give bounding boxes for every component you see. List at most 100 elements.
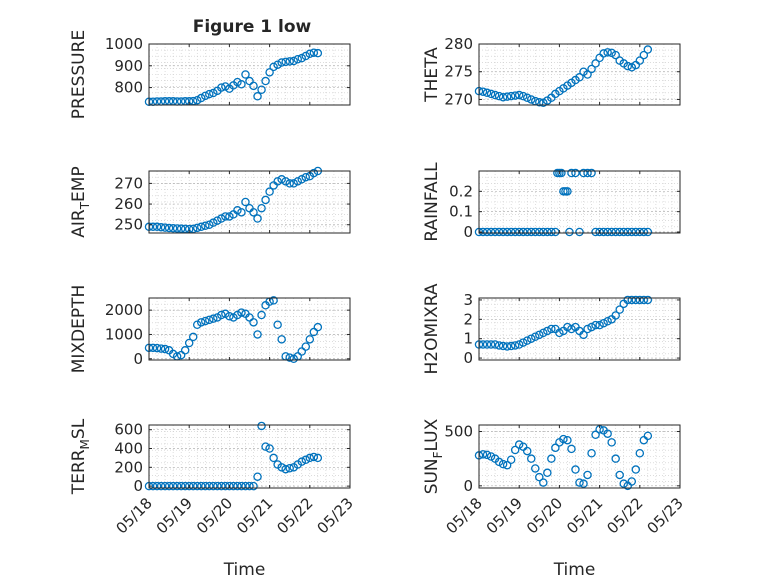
data-point <box>237 208 246 217</box>
data-point <box>237 308 246 317</box>
series-rainfall <box>474 168 653 237</box>
subplot-pressure: 800 900 1000 PRESSURE <box>69 30 351 119</box>
figure-title: Figure 1 low <box>193 17 312 37</box>
data-point <box>518 338 528 347</box>
data-point <box>583 470 592 480</box>
y-tick-label: 0 <box>133 350 143 368</box>
y-tick-label: 3 <box>463 291 473 309</box>
data-point <box>309 48 319 57</box>
data-point <box>635 448 645 458</box>
data-point <box>213 216 222 225</box>
data-point <box>309 452 319 462</box>
y-tick-label: 1000 <box>105 325 143 343</box>
y-tick-label: 800 <box>114 79 143 97</box>
data-point <box>518 91 528 101</box>
data-point <box>482 340 492 349</box>
data-point <box>160 481 170 491</box>
data-point <box>623 61 632 71</box>
series-h2omixra <box>474 295 653 351</box>
data-point <box>514 90 524 100</box>
data-point <box>305 453 315 463</box>
data-point <box>603 48 612 57</box>
data-point <box>527 95 536 104</box>
data-point <box>527 454 536 463</box>
data-point <box>313 48 323 58</box>
data-point <box>192 95 202 105</box>
data-point <box>265 68 274 77</box>
data-point <box>197 222 206 232</box>
data-point <box>591 430 600 440</box>
y-tick-label: 1000 <box>105 35 143 53</box>
data-point <box>265 444 274 453</box>
y-tick-label: 270 <box>444 90 473 108</box>
axes-box <box>148 297 351 361</box>
data-point <box>591 59 600 68</box>
series-pressure <box>144 48 323 106</box>
data-point <box>213 481 222 491</box>
data-point <box>535 472 544 482</box>
series-terr-msl <box>144 421 323 491</box>
data-point <box>587 168 596 178</box>
data-point <box>531 464 540 473</box>
data-point <box>253 330 262 339</box>
data-point <box>575 73 584 82</box>
data-point <box>615 305 624 314</box>
data-point <box>607 227 616 237</box>
data-point <box>269 453 278 463</box>
data-point <box>486 227 496 237</box>
data-point <box>619 227 628 237</box>
data-point <box>293 55 302 64</box>
data-point <box>245 481 254 491</box>
data-point <box>607 438 616 447</box>
data-point <box>514 440 524 449</box>
data-point <box>180 346 190 355</box>
data-point <box>535 330 544 340</box>
data-point <box>579 168 588 178</box>
data-point <box>217 310 226 320</box>
data-point <box>265 187 274 196</box>
data-point <box>273 177 282 186</box>
data-point <box>571 168 580 178</box>
data-point <box>607 48 616 58</box>
data-point <box>543 326 552 336</box>
axes-box <box>478 43 681 106</box>
data-point <box>205 220 214 229</box>
data-point <box>313 322 323 332</box>
y-axis-label: SUNFLUX <box>422 418 445 494</box>
data-point <box>297 457 307 466</box>
data-point <box>257 203 266 213</box>
data-point <box>502 92 512 101</box>
data-point <box>494 91 504 101</box>
data-point <box>225 212 234 221</box>
data-point <box>531 227 540 237</box>
data-point <box>643 431 653 441</box>
data-point <box>305 335 315 344</box>
data-point <box>599 318 608 328</box>
data-point <box>285 179 294 188</box>
data-point <box>257 85 266 95</box>
data-point <box>253 472 262 481</box>
data-point <box>205 89 214 99</box>
data-point <box>217 83 226 92</box>
data-point <box>603 227 612 237</box>
data-point <box>615 470 624 480</box>
data-point <box>547 324 556 334</box>
data-point <box>494 341 504 350</box>
data-point <box>253 214 262 223</box>
y-tick-label: 270 <box>114 174 143 192</box>
data-point <box>603 429 612 438</box>
data-point <box>506 341 516 351</box>
data-point <box>160 223 170 232</box>
y-axis-label: TERRMSL <box>69 418 92 495</box>
data-point <box>225 481 234 491</box>
y-axis-label: MIXDEPTH <box>69 285 89 374</box>
data-point <box>152 481 162 491</box>
data-point <box>494 227 504 237</box>
subplot-mixdepth: 0 1000 2000 MIXDEPTH <box>69 285 351 374</box>
data-point <box>583 168 592 178</box>
y-tick-label: 200 <box>114 458 143 476</box>
data-point <box>547 227 556 237</box>
series-sun-flux <box>474 425 653 491</box>
data-point <box>522 227 532 237</box>
